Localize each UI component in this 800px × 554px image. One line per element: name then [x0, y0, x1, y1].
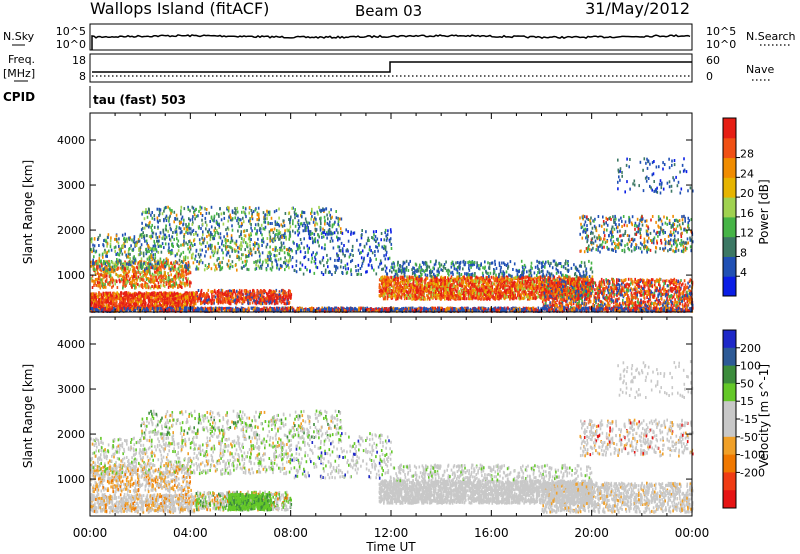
colorbar-tick-label: 16 [740, 207, 754, 220]
colorbar-swatch [723, 436, 736, 456]
colorbar-tick-label: 50 [740, 377, 754, 390]
power-colorbar: 4 8 12 16 20 24 28 [722, 117, 754, 297]
ytick-label: 4000 [57, 338, 85, 351]
colorbar-frame [722, 117, 737, 297]
nsearch-ytick-bottom: 10^0 [706, 38, 736, 51]
ytick-label: 3000 [57, 383, 85, 396]
colorbar-swatch [723, 490, 736, 509]
colorbar-swatch [723, 401, 736, 420]
freq-tick-8: 8 [79, 70, 86, 83]
velocity-colorbar-label: Velocity [m s^-1] [757, 364, 771, 468]
xtick-label: 08:00 [273, 526, 308, 540]
nsky-line [91, 34, 691, 50]
colorbar-tick-label: -100 [740, 449, 765, 462]
colorbar-tick-label: 100 [740, 360, 761, 373]
xtick-label: 04:00 [173, 526, 208, 540]
colorbar-swatch [723, 197, 736, 218]
freq-panel-frame [89, 53, 693, 83]
xtick-label: 00:00 [675, 526, 710, 540]
colorbar-swatch [723, 137, 736, 159]
nsky-label: N.Sky [3, 30, 35, 43]
power-ylabel: Slant Range [km] [21, 160, 35, 264]
velocity-colorbar-label-text: Velocity [m s^-1] [757, 364, 771, 468]
beam-title: Beam 03 [355, 2, 422, 20]
colorbar-tick-label: -15 [740, 413, 758, 426]
colorbar-tick-label: 8 [740, 246, 747, 259]
colorbar-swatch [723, 347, 736, 367]
time-axis-label: Time UT [365, 540, 416, 554]
colorbar-swatch [723, 177, 736, 198]
nave-label: Nave [746, 63, 774, 76]
ytick-label: 1000 [57, 473, 85, 486]
velocity-axes: 1000 2000 3000 4000 [57, 317, 693, 516]
xtick-label: 12:00 [374, 526, 409, 540]
colorbar-swatch [723, 118, 736, 139]
cpid-label: CPID [3, 90, 35, 104]
colorbar-swatch [723, 236, 736, 257]
velocity-ylabel: Slant Range [km] [21, 364, 35, 468]
colorbar-swatch [723, 419, 736, 438]
colorbar-tick-label: 28 [740, 148, 754, 161]
nsearch-ytick-top: 10^5 [706, 25, 736, 38]
ytick-label: 3000 [57, 179, 85, 192]
velocity-scatter-layer [90, 360, 694, 514]
colorbar-swatch [723, 472, 736, 491]
time-axis-ticks: 00:00 04:00 08:00 12:00 16:00 20:00 00:00 [73, 526, 710, 540]
colorbar-tick-label: -50 [740, 431, 758, 444]
power-colorbar-label: Power [dB] [757, 179, 771, 244]
nsky-ytick-bottom: 10^0 [56, 38, 86, 51]
colorbar-swatch [723, 454, 736, 473]
colorbar-tick-label: -200 [740, 466, 765, 479]
cpid-value: tau (fast) 503 [93, 93, 186, 107]
colorbar-swatch [723, 365, 736, 384]
freq-tick-18: 18 [72, 54, 86, 67]
velocity-colorbar: 200 100 50 15 -15 -50 -100 -200 [722, 329, 765, 509]
colorbar-swatch [723, 330, 736, 349]
ytick-label: 1000 [57, 269, 85, 282]
colorbar-swatch [723, 383, 736, 402]
power-scatter-layer [90, 157, 694, 313]
nave-tick-0: 0 [706, 70, 713, 83]
ytick-label: 4000 [57, 134, 85, 147]
colorbar-tick-label: 24 [740, 167, 754, 180]
colorbar-swatch [723, 276, 736, 297]
ytick-label: 2000 [57, 224, 85, 237]
colorbar-tick-label: 4 [740, 266, 747, 279]
station-title: Wallops Island (fitACF) [90, 0, 269, 18]
nave-tick-60: 60 [706, 54, 720, 67]
colorbar-swatch [723, 216, 736, 238]
xtick-label: 16:00 [474, 526, 509, 540]
date-title: 31/May/2012 [585, 0, 690, 18]
freq-unit-label: [MHz] [3, 67, 35, 80]
nsearch-label: N.Search [746, 30, 796, 43]
power-axes: 1000 2000 3000 4000 [57, 113, 693, 312]
colorbar-tick-label: 200 [740, 342, 761, 355]
nsky-ytick-top: 10^5 [56, 25, 86, 38]
freq-label: Freq. [8, 53, 35, 66]
xtick-label: 20:00 [574, 526, 609, 540]
colorbar-tick-label: 15 [740, 395, 754, 408]
ytick-label: 2000 [57, 428, 85, 441]
colorbar-swatch [723, 157, 736, 178]
nsky-panel-frame [89, 23, 693, 51]
colorbar-swatch [723, 256, 736, 277]
colorbar-tick-label: 12 [740, 227, 754, 240]
xtick-label: 00:00 [73, 526, 108, 540]
colorbar-tick-label: 20 [740, 187, 754, 200]
freq-line [92, 61, 692, 73]
